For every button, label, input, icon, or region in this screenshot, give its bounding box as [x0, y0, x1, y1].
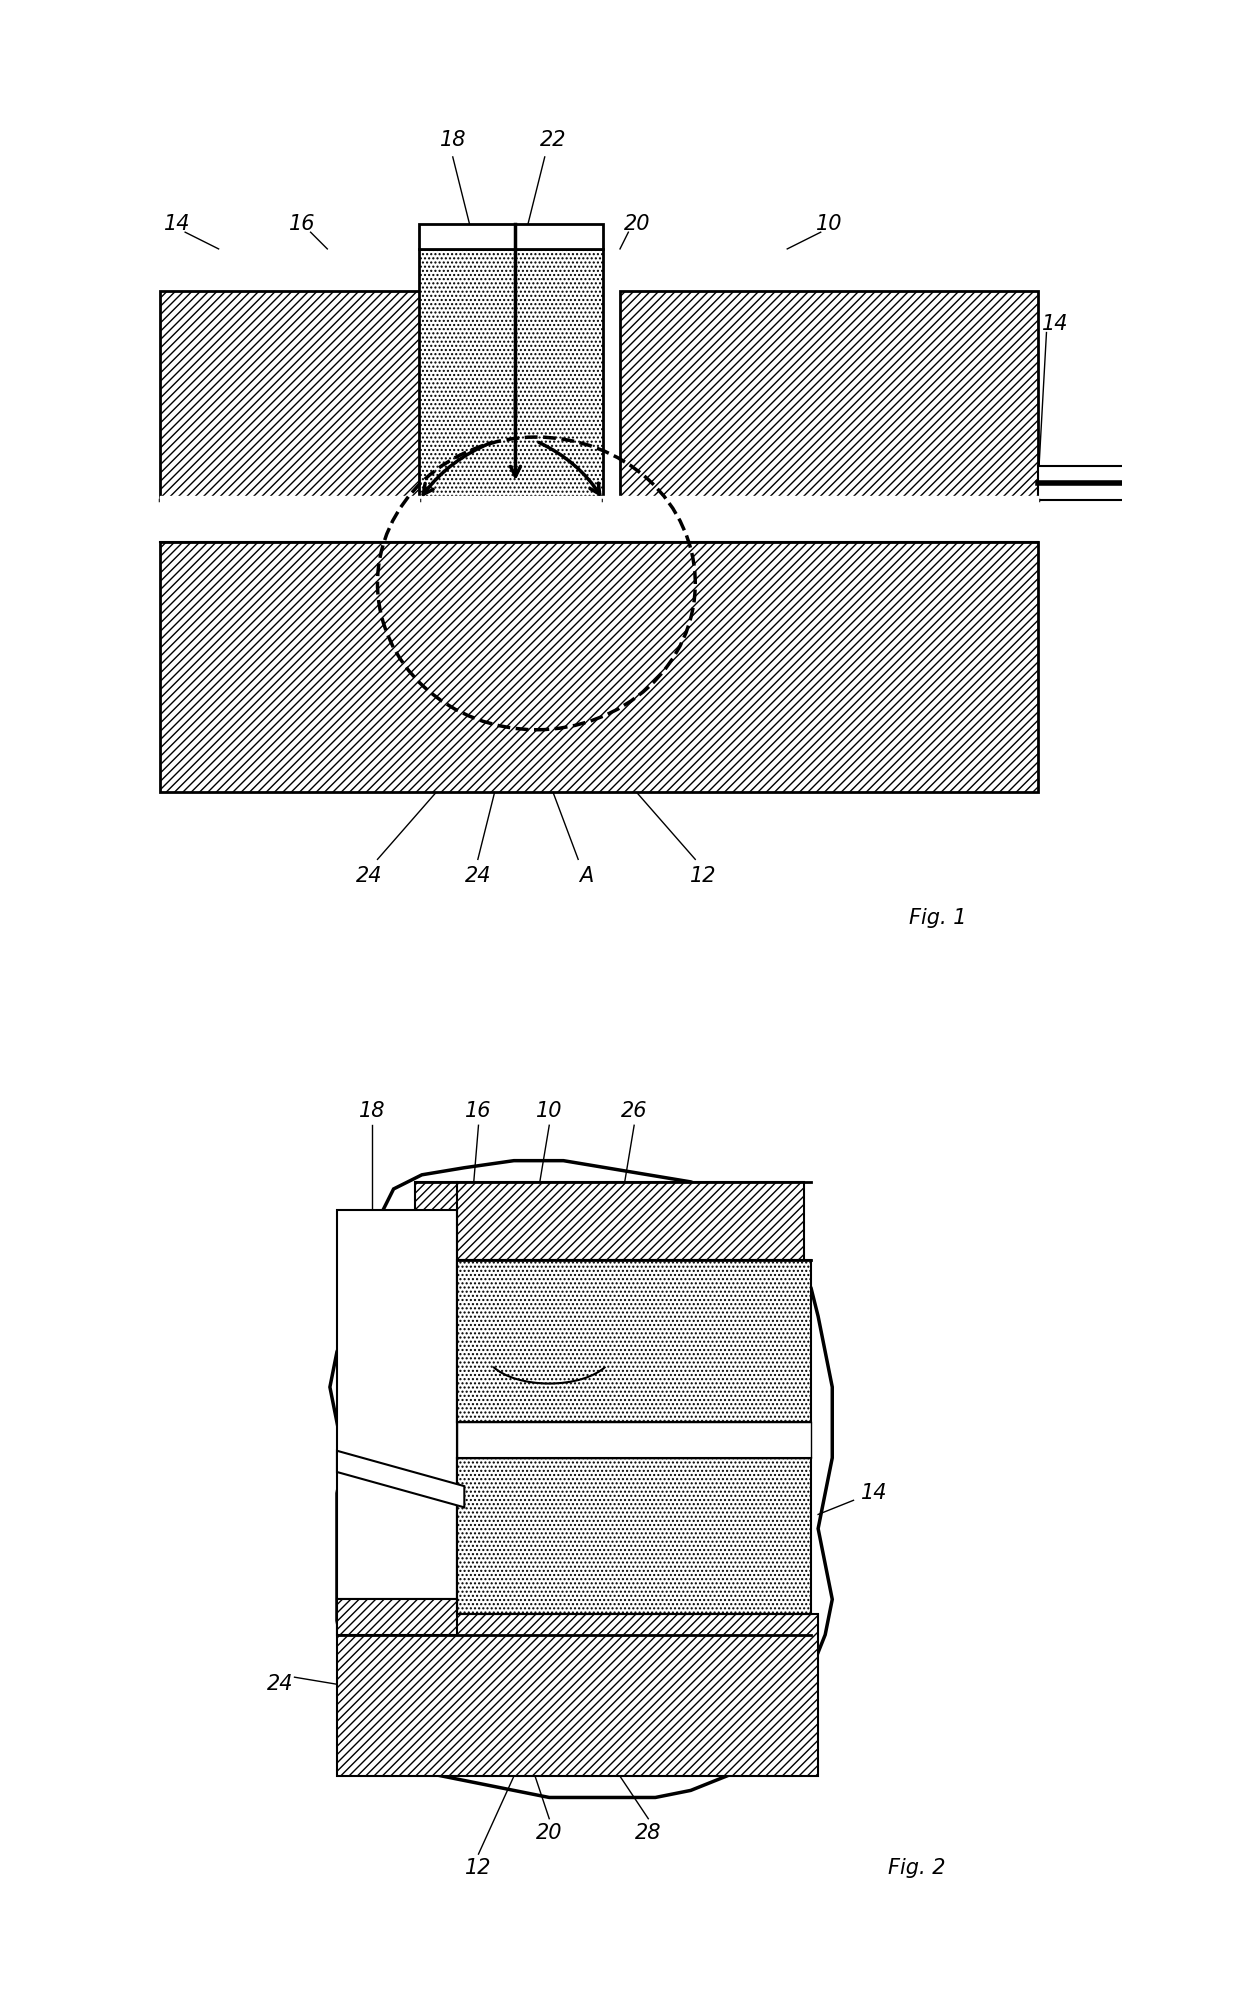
Text: 28: 28: [635, 1824, 662, 1844]
Text: 14: 14: [1042, 315, 1068, 335]
Text: 22: 22: [539, 130, 567, 149]
Text: Fig. 1: Fig. 1: [909, 909, 966, 929]
Bar: [160, 291, 453, 500]
Bar: [415, 1182, 804, 1260]
Text: 18: 18: [439, 130, 466, 149]
Polygon shape: [337, 1451, 464, 1507]
Bar: [419, 223, 604, 249]
Text: 14: 14: [862, 1483, 888, 1503]
Bar: [337, 1210, 458, 1598]
Text: 18: 18: [360, 1100, 386, 1122]
Text: 20: 20: [624, 213, 650, 233]
Polygon shape: [330, 1160, 832, 1798]
Bar: [620, 291, 1038, 500]
Text: 16: 16: [289, 213, 315, 233]
Text: 14: 14: [164, 213, 190, 233]
Text: 26: 26: [621, 1100, 647, 1122]
Bar: [458, 1260, 811, 1423]
Text: 24: 24: [356, 867, 382, 887]
Text: 20: 20: [536, 1824, 563, 1844]
Text: 16: 16: [465, 1100, 492, 1122]
Text: 10: 10: [536, 1100, 563, 1122]
Bar: [1038, 466, 1138, 500]
Text: Fig. 2: Fig. 2: [888, 1857, 946, 1877]
Text: A: A: [579, 867, 594, 887]
Text: 12: 12: [465, 1857, 492, 1877]
Text: 24: 24: [465, 867, 491, 887]
Bar: [337, 1598, 458, 1634]
Bar: [458, 1457, 811, 1614]
Text: 24: 24: [267, 1674, 294, 1694]
Bar: [458, 1423, 811, 1457]
Bar: [337, 1614, 818, 1776]
Bar: [419, 249, 604, 500]
Text: 10: 10: [816, 213, 842, 233]
Text: 12: 12: [691, 867, 717, 887]
Bar: [160, 542, 1038, 793]
